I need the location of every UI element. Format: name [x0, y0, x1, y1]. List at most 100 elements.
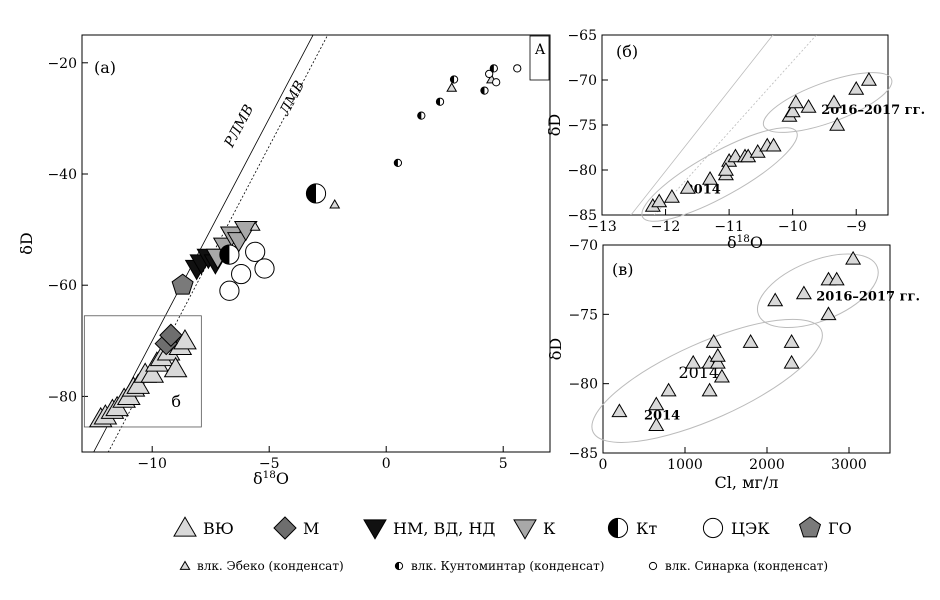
marker-shape — [450, 75, 455, 84]
x-tick-label: −10 — [137, 456, 167, 472]
marker-shape — [490, 64, 494, 72]
meteoric-water-line — [654, 35, 817, 215]
y-tick-label: −80 — [568, 377, 598, 393]
panel-label: (в) — [612, 260, 634, 279]
marker-shape — [179, 560, 191, 570]
data-point — [767, 292, 784, 307]
data-point — [329, 199, 341, 209]
panel-label: (a) — [94, 58, 116, 77]
y-tick-label: −65 — [567, 28, 597, 44]
marker-shape — [709, 354, 726, 369]
marker-shape — [783, 354, 800, 369]
marker-shape — [219, 280, 240, 301]
marker-shape — [480, 86, 485, 95]
group-ellipse — [591, 318, 823, 443]
data-point — [860, 71, 877, 86]
marker-shape — [163, 356, 188, 378]
marker-shape — [395, 562, 399, 570]
marker-shape — [709, 347, 726, 362]
data-point — [449, 75, 459, 84]
marker-shape — [126, 373, 151, 394]
data-point — [800, 98, 817, 113]
marker-shape — [727, 148, 744, 163]
data-point — [435, 97, 445, 106]
data-point — [393, 158, 403, 168]
y-tick-label: −70 — [567, 73, 597, 89]
corner-box — [529, 35, 550, 81]
marker-shape — [608, 518, 618, 538]
data-point — [126, 373, 151, 394]
x-tick-label: 1000 — [667, 457, 703, 473]
chart-panel-b: −13 −12 −11 −10 −9 −85 −80 −75 −70 −65 δ18O δD (б) 20… — [545, 28, 925, 252]
x-tick-label: −9 — [846, 219, 867, 235]
data-point — [159, 323, 183, 347]
marker-shape — [254, 258, 275, 279]
marker-shape — [140, 362, 165, 383]
data-point — [717, 161, 734, 176]
x-tick-label: −13 — [587, 219, 617, 235]
marker-shape — [685, 354, 702, 369]
marker-shape — [717, 161, 734, 176]
data-point — [173, 329, 197, 350]
marker-shape — [679, 179, 696, 194]
y-tick-label: −75 — [567, 118, 597, 134]
data-point — [233, 221, 258, 242]
plot-frame — [81, 34, 551, 453]
annotation-2016-2017: 2016–2017 гг. — [821, 103, 925, 118]
data-point — [727, 148, 744, 163]
marker-shape — [171, 273, 194, 295]
y-tick-label: −75 — [568, 307, 598, 323]
marker-shape — [233, 221, 258, 242]
x-tick-label: 3000 — [831, 457, 867, 473]
plot-frame — [601, 34, 889, 216]
y-tick-label: −80 — [567, 163, 597, 179]
data-point — [163, 356, 188, 378]
data-point — [492, 78, 501, 87]
x-tick-label: 2000 — [749, 457, 785, 473]
marker-shape — [798, 516, 822, 538]
marker-shape — [394, 159, 398, 167]
legend-label: ГО — [828, 519, 852, 538]
data-point — [245, 241, 266, 262]
marker-shape — [173, 329, 197, 350]
data-point — [709, 354, 726, 369]
legend-label: М — [303, 519, 319, 538]
legend-label: НМ, ВД, НД — [393, 519, 495, 538]
marker-shape — [329, 199, 341, 209]
marker-shape — [446, 82, 458, 92]
x-axis-label: Cl, мг/л — [715, 473, 779, 492]
legend-label: влк. Эбеко (конденсат) — [197, 559, 344, 573]
legend-marker — [363, 519, 387, 540]
legend-condensate: влк. Эбеко (конденсат) влк. Кунтоминтар (… — [179, 559, 828, 573]
data-point — [828, 271, 845, 286]
group-ellipse — [641, 127, 798, 222]
x-tick-label: −5 — [259, 456, 280, 472]
data-point — [611, 403, 628, 418]
marker-shape — [417, 111, 422, 120]
water-lines — [630, 35, 817, 215]
x-axis-label: δ18O — [727, 233, 763, 252]
corner-box-label: А — [535, 42, 546, 58]
marker-shape — [860, 71, 877, 86]
data-point — [787, 94, 804, 109]
data-point — [709, 347, 726, 362]
chart-panel-c: 0 1000 2000 3000 −85 −80 −75 −70 Cl, мг/л δD (в) 20… — [546, 238, 920, 492]
marker-shape — [492, 78, 501, 87]
marker-shape — [848, 80, 865, 95]
data-point — [702, 170, 719, 185]
data-point — [685, 354, 702, 369]
marker-shape — [648, 561, 658, 571]
data-point — [829, 116, 846, 131]
legend-marker — [607, 517, 629, 539]
data-point — [140, 362, 165, 383]
y-tick-label: −40 — [47, 167, 77, 183]
data-point — [845, 250, 862, 265]
legend-label: Кт — [636, 519, 657, 538]
y-axis-label: δD — [545, 114, 564, 136]
y-tick-label: −70 — [568, 238, 598, 254]
legend-main: ВЮ М НМ, ВД, НД К Кт ЦЭК ГО — [173, 516, 852, 540]
data-point — [305, 183, 327, 204]
legend-marker — [273, 516, 297, 540]
marker-shape — [742, 334, 759, 348]
